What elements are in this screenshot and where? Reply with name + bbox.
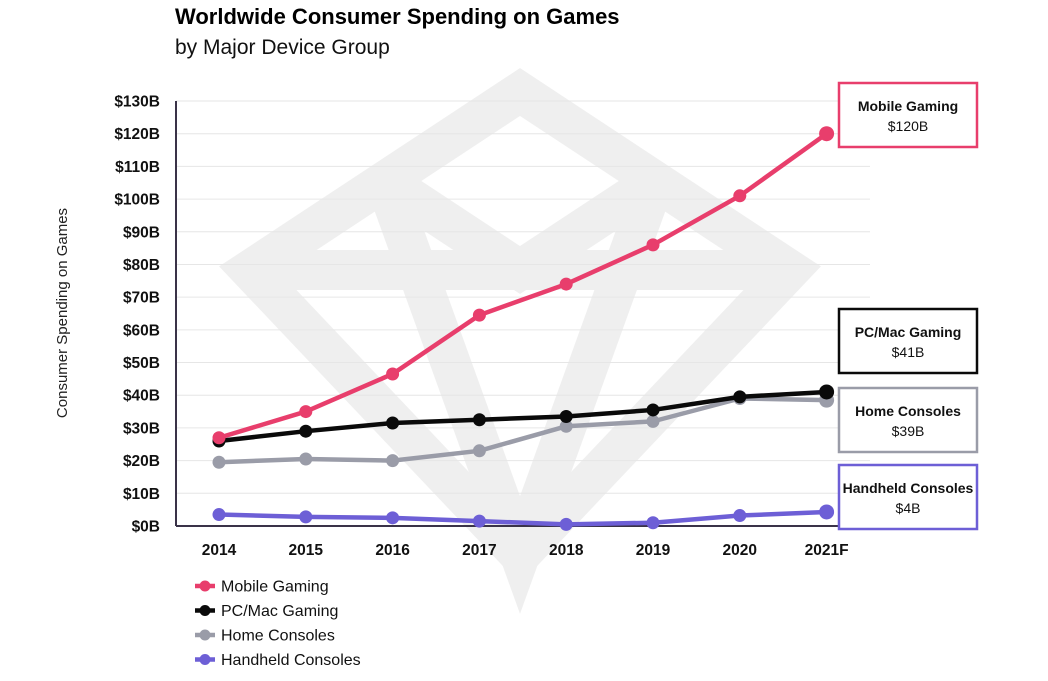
data-point-handheld-consoles (472, 514, 486, 528)
callout-name: Home Consoles (855, 403, 961, 419)
data-point-pc-mac-gaming (472, 413, 486, 427)
x-tick-label: 2017 (462, 542, 496, 559)
callout-box-pc-mac-gaming (837, 307, 979, 375)
y-tick-label: $0B (132, 519, 160, 536)
y-tick-label: $130B (114, 94, 160, 111)
data-point-home-consoles (386, 454, 400, 468)
series-line-handheld-consoles (216, 509, 829, 527)
data-point-home-consoles (299, 452, 313, 466)
data-point-pc-mac-gaming (386, 416, 400, 430)
chart-subtitle: by Major Device Group (175, 36, 390, 59)
legend-label-pc-mac-gaming: PC/Mac Gaming (221, 603, 338, 620)
callout-name: Mobile Gaming (858, 98, 958, 114)
y-tick-label: $50B (123, 355, 160, 372)
data-point-pc-mac-gaming (299, 424, 313, 438)
series-line-home-consoles (216, 396, 829, 465)
x-tick-label: 2016 (375, 542, 410, 559)
y-tick-label: $80B (123, 257, 160, 274)
x-tick-label: 2018 (549, 542, 584, 559)
legend-label-handheld-consoles: Handheld Consoles (221, 652, 361, 669)
data-point-mobile-gaming (472, 308, 486, 322)
data-point-handheld-consoles (299, 510, 313, 524)
callout-box-handheld-consoles (837, 463, 979, 531)
legend-label-home-consoles: Home Consoles (221, 628, 335, 645)
data-point-mobile-gaming (646, 238, 660, 252)
legend-swatch-dot-handheld-consoles (199, 654, 211, 665)
series-line-mobile-gaming (216, 131, 829, 440)
data-point-home-consoles (472, 444, 486, 458)
legend-swatch-dot-pc-mac-gaming (199, 605, 211, 616)
callout-value: $4B (896, 500, 921, 516)
data-point-pc-mac-gaming (646, 403, 660, 417)
callout-value: $39B (892, 423, 925, 439)
data-point-mobile-gaming (212, 431, 226, 445)
data-point-handheld-consoles (819, 504, 835, 520)
data-point-mobile-gaming (819, 126, 835, 142)
y-tick-label: $10B (123, 486, 160, 503)
data-point-pc-mac-gaming (733, 390, 747, 404)
callout-box-home-consoles (837, 386, 979, 454)
data-point-handheld-consoles (386, 511, 400, 525)
x-tick-label: 2021F (805, 542, 849, 559)
x-tick-label: 2020 (723, 542, 757, 559)
legend-label-mobile-gaming: Mobile Gaming (221, 579, 329, 596)
series-line-pc-mac-gaming (216, 389, 829, 444)
watermark-stroke (366, 174, 674, 614)
data-point-home-consoles (559, 419, 573, 433)
callout-name: Handheld Consoles (843, 480, 974, 496)
y-tick-label: $20B (123, 453, 160, 470)
watermark-stroke (219, 68, 821, 585)
y-tick-label: $60B (123, 322, 160, 339)
data-point-handheld-consoles (646, 516, 660, 530)
watermark-logo (219, 68, 821, 614)
data-point-home-consoles (646, 414, 660, 428)
y-tick-label: $30B (123, 420, 160, 437)
legend-swatch-dot-home-consoles (199, 629, 211, 641)
data-point-mobile-gaming (386, 367, 400, 381)
callout-value: $120B (888, 118, 928, 134)
callout-value: $41B (892, 344, 925, 360)
y-tick-label: $40B (123, 388, 160, 405)
watermark-stroke (373, 164, 667, 294)
callout-box-mobile-gaming (837, 81, 979, 149)
data-point-handheld-consoles (559, 517, 573, 531)
data-point-mobile-gaming (733, 189, 747, 203)
data-point-home-consoles (212, 455, 226, 469)
y-tick-label: $110B (115, 159, 160, 176)
x-tick-label: 2014 (202, 542, 237, 559)
x-tick-label: 2015 (289, 542, 324, 559)
callout-name: PC/Mac Gaming (855, 324, 962, 340)
data-point-pc-mac-gaming (819, 384, 835, 400)
y-axis-label: Consumer Spending on Games (54, 208, 71, 418)
data-point-pc-mac-gaming (559, 409, 573, 423)
legend-swatch-dot-mobile-gaming (199, 580, 211, 592)
data-point-handheld-consoles (212, 508, 226, 522)
data-point-mobile-gaming (299, 405, 313, 419)
data-point-handheld-consoles (733, 509, 747, 523)
y-tick-label: $70B (123, 290, 160, 307)
y-tick-label: $90B (123, 224, 160, 241)
y-tick-label: $100B (114, 192, 160, 209)
x-tick-label: 2019 (636, 542, 671, 559)
y-tick-label: $120B (114, 126, 160, 143)
chart-title: Worldwide Consumer Spending on Games (175, 4, 620, 29)
data-point-mobile-gaming (559, 277, 573, 291)
